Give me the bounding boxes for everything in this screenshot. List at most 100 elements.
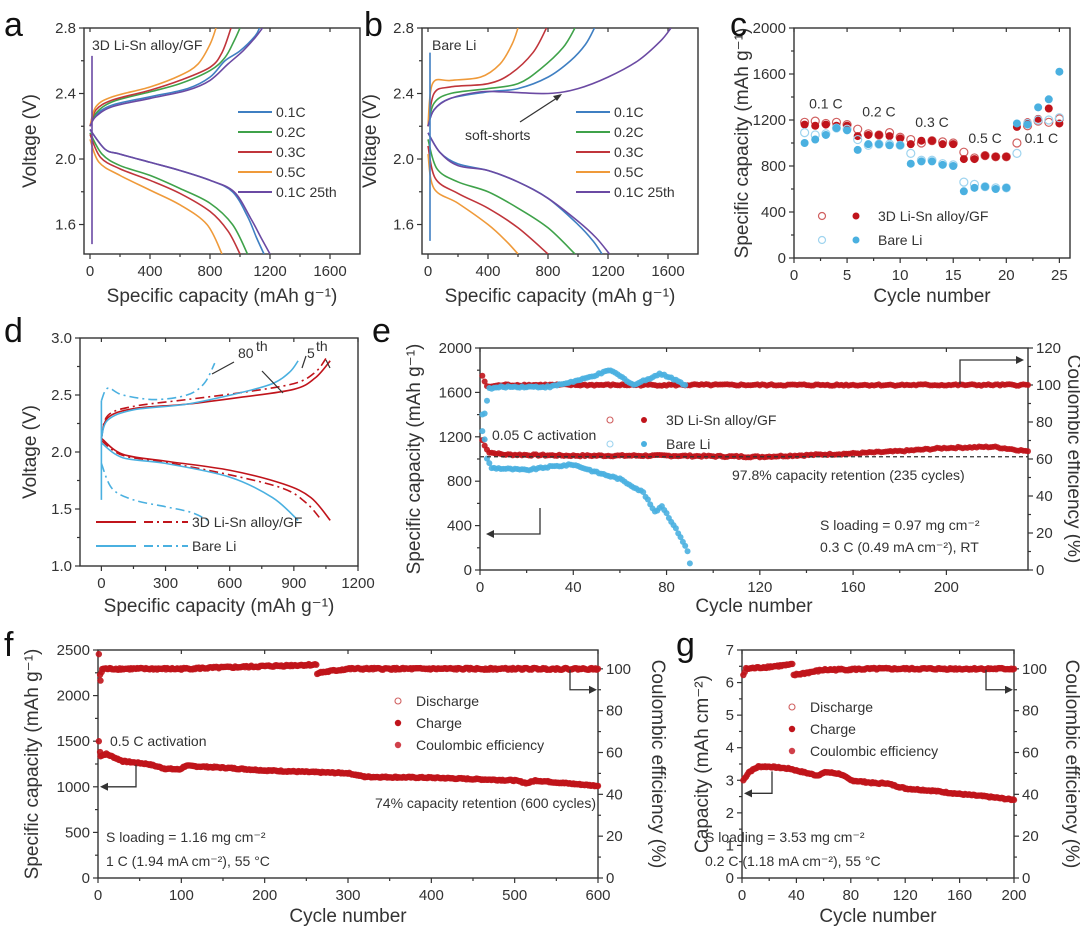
- x-tick-label: 300: [335, 887, 360, 904]
- x-axis-title: Specific capacity (mAh g⁻¹): [107, 286, 338, 307]
- x-tick-label: 1200: [341, 575, 374, 592]
- y2-tick-label: 60: [606, 744, 623, 761]
- x-tick-label: 100: [169, 887, 194, 904]
- x-tick-label: 400: [475, 263, 500, 280]
- legend-marker-filled: [788, 725, 796, 733]
- loading-annotation-f: S loading = 1.16 mg cm⁻²: [106, 829, 266, 845]
- curve-0.2C-discharge: [89, 132, 249, 254]
- data-point-open: [800, 128, 810, 138]
- condition-annotation-g: 0.2 C (1.18 mA cm⁻²), 55 °C: [705, 853, 881, 869]
- curve-0.2C-discharge: [427, 139, 576, 254]
- arrowhead: [553, 94, 562, 101]
- panel-a-title: 3D Li-Sn alloy/GF: [92, 37, 202, 53]
- x-tick-label: 15: [945, 267, 962, 284]
- y-tick-label: 1200: [753, 112, 786, 129]
- legend-marker-filled: [641, 441, 647, 447]
- data-point-filled: [981, 151, 990, 160]
- data-point: [479, 372, 486, 379]
- arrow-80th-right: [261, 370, 284, 394]
- x-tick-label: 1600: [651, 263, 684, 280]
- data-point: [481, 410, 488, 417]
- data-point-filled: [938, 160, 947, 169]
- chart-a: 0 400 800 1200 1600 1.6 2.0 2.4 2.8 Specific capa…: [20, 20, 361, 307]
- x-tick-label: 800: [535, 263, 560, 280]
- data-point-filled: [938, 140, 947, 149]
- y-tick-label: 0: [726, 870, 734, 887]
- data-point-filled: [896, 134, 905, 143]
- rate-label: 0.1 C: [809, 96, 842, 112]
- curve-3D-Li-Sn-alloy/GF-5th-discharge: [100, 437, 331, 521]
- legend-label: 3D Li-Sn alloy/GF: [192, 514, 302, 530]
- arrowhead: [100, 782, 108, 791]
- y-tick-label: 2.4: [393, 86, 414, 103]
- curve-0.5C-discharge: [427, 153, 519, 254]
- data-point: [1010, 665, 1018, 673]
- arrow-80th-left: [211, 361, 235, 375]
- y-tick-label: 3.0: [51, 330, 72, 347]
- panel-letter-c: c: [730, 6, 747, 44]
- data-point-filled: [853, 145, 862, 154]
- legend-label: Bare Li: [878, 232, 922, 248]
- arrowhead: [486, 530, 494, 538]
- data-point-filled: [959, 187, 968, 196]
- y-tick-label: 2500: [57, 642, 90, 659]
- data-point-filled: [811, 135, 820, 144]
- data-point: [1010, 796, 1018, 804]
- panel-b: b Bare Li soft-shorts: [364, 6, 530, 143]
- data-point-open: [1012, 138, 1022, 148]
- curve-3D-Li-Sn-alloy/GF-5th-charge: [100, 360, 331, 439]
- data-point: [594, 665, 602, 673]
- legend-marker-filled: [394, 719, 402, 727]
- y2-tick-label: 80: [1036, 414, 1053, 431]
- y-tick-label: 1.6: [393, 217, 414, 234]
- curve-0.3C-discharge: [427, 145, 549, 254]
- x-tick-label: 0: [97, 575, 105, 592]
- data-point-open: [853, 124, 863, 134]
- data-point-filled: [970, 155, 979, 164]
- data-point: [682, 382, 689, 388]
- x-axis-title: Cycle number: [289, 906, 407, 927]
- x-axis-title: Cycle number: [873, 286, 991, 307]
- data-point-filled: [843, 126, 852, 135]
- y2-tick-label: 120: [1036, 340, 1061, 357]
- y2-tick-label: 80: [606, 703, 623, 720]
- legend-label: 0.2C: [614, 124, 644, 140]
- activation-annotation-e: 0.05 C activation: [492, 427, 596, 443]
- data-point-filled: [864, 130, 873, 139]
- data-point-filled: [906, 159, 915, 168]
- y-tick-label: 0: [82, 870, 90, 887]
- legend-label: 3D Li-Sn alloy/GF: [878, 208, 988, 224]
- legend-marker-open: [817, 235, 827, 245]
- y-tick-label: 7: [726, 642, 734, 659]
- y-tick-label: 2.4: [55, 86, 76, 103]
- data-point-open: [1012, 148, 1022, 158]
- legend-label: 0.5C: [614, 164, 644, 180]
- x-axis-title: Cycle number: [819, 906, 937, 927]
- data-point-filled: [896, 141, 905, 150]
- x-tick-label: 80: [842, 887, 859, 904]
- y-tick-label: 1200: [439, 429, 472, 446]
- y2-tick-label: 100: [1036, 377, 1061, 394]
- legend-label: Charge: [810, 721, 856, 737]
- right-axis-arrow: [985, 669, 1008, 691]
- arrowhead: [1016, 356, 1024, 364]
- curve-0.1C-charge: [89, 28, 261, 127]
- curve-0.5C-discharge: [89, 139, 223, 254]
- data-point: [686, 560, 693, 567]
- curve-Bare-Li-80th-charge: [100, 362, 216, 402]
- data-point-filled: [949, 140, 958, 149]
- y-tick-label: 1000: [57, 779, 90, 796]
- x-tick-label: 20: [998, 267, 1015, 284]
- legend-label: Coulombic efficiency: [810, 743, 938, 759]
- x-axis-title: Specific capacity (mAh g⁻¹): [445, 286, 676, 307]
- y-axis-title: Specific capacity (mAh g⁻¹): [22, 649, 43, 880]
- right-axis-arrow: [959, 359, 1020, 384]
- x-tick-label: 120: [893, 887, 918, 904]
- data-point-filled: [1044, 95, 1053, 104]
- legend-label: 0.1C 25th: [614, 184, 675, 200]
- y2-axis-title: Coulombic efficiency (%): [1063, 355, 1080, 564]
- curve-Bare-Li-5th-charge: [100, 360, 299, 439]
- x-tick-label: 40: [788, 887, 805, 904]
- panel-letter-b: b: [364, 6, 383, 44]
